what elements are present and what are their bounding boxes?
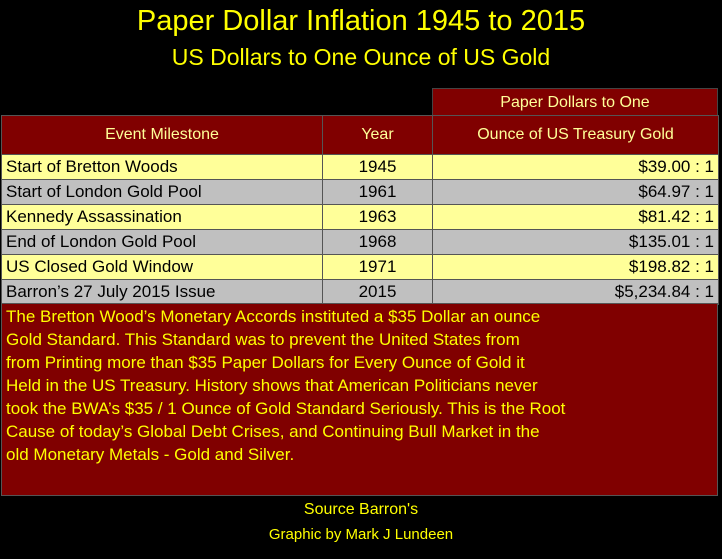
year-cell: 1971 — [322, 254, 433, 280]
table-row: Barron’s 27 July 2015 Issue 2015 $5,234.… — [1, 279, 719, 305]
commentary-line: from Printing more than $35 Paper Dollar… — [6, 353, 525, 372]
event-cell: US Closed Gold Window — [1, 254, 323, 280]
event-cell: Start of Bretton Woods — [1, 154, 323, 180]
year-cell: 1968 — [322, 229, 433, 255]
event-cell: Start of London Gold Pool — [1, 179, 323, 205]
commentary-line: The Bretton Wood’s Monetary Accords inst… — [6, 307, 541, 326]
graphic-credit: Graphic by Mark J Lundeen — [268, 526, 454, 543]
price-cell: $39.00 : 1 — [432, 154, 719, 180]
commentary-line: Cause of today’s Global Debt Crises, and… — [6, 422, 540, 441]
table-header-row: Event Milestone Year Ounce of US Treasur… — [1, 115, 719, 155]
table-row: End of London Gold Pool 1968 $135.01 : 1 — [1, 229, 719, 255]
commentary-box: The Bretton Wood’s Monetary Accords inst… — [1, 303, 718, 496]
price-cell: $5,234.84 : 1 — [432, 279, 719, 305]
commentary-line: Held in the US Treasury. History shows t… — [6, 376, 538, 395]
price-cell: $135.01 : 1 — [432, 229, 719, 255]
page-subtitle: US Dollars to One Ounce of US Gold — [171, 44, 551, 70]
year-cell: 1963 — [322, 204, 433, 230]
year-cell: 1961 — [322, 179, 433, 205]
commentary-line: Gold Standard. This Standard was to prev… — [6, 330, 520, 349]
commentary-line: old Monetary Metals - Gold and Silver. — [6, 445, 295, 464]
price-cell: $198.82 : 1 — [432, 254, 719, 280]
commentary-line: took the BWA’s $35 / 1 Ounce of Gold Sta… — [6, 399, 566, 418]
year-cell: 1945 — [322, 154, 433, 180]
table-row: Kennedy Assassination 1963 $81.42 : 1 — [1, 204, 719, 230]
source-note: Source Barron's — [303, 501, 419, 518]
table-row: Start of London Gold Pool 1961 $64.97 : … — [1, 179, 719, 205]
year-cell: 2015 — [322, 279, 433, 305]
header-event-milestone: Event Milestone — [1, 115, 323, 155]
inflation-table: Event Milestone Year Ounce of US Treasur… — [1, 115, 719, 305]
header-price: Ounce of US Treasury Gold — [432, 115, 719, 155]
table-row: US Closed Gold Window 1971 $198.82 : 1 — [1, 254, 719, 280]
table-row: Start of Bretton Woods 1945 $39.00 : 1 — [1, 154, 719, 180]
event-cell: Barron’s 27 July 2015 Issue — [1, 279, 323, 305]
price-cell: $64.97 : 1 — [432, 179, 719, 205]
event-cell: Kennedy Assassination — [1, 204, 323, 230]
price-header-top: Paper Dollars to One — [432, 88, 718, 116]
header-year: Year — [322, 115, 433, 155]
page-title: Paper Dollar Inflation 1945 to 2015 — [136, 5, 586, 37]
price-cell: $81.42 : 1 — [432, 204, 719, 230]
event-cell: End of London Gold Pool — [1, 229, 323, 255]
